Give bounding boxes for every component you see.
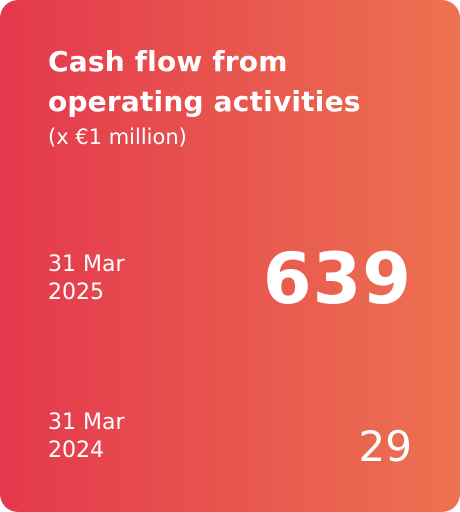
unit-label: (x €1 million) — [48, 125, 187, 149]
current-period-year: 2025 — [48, 280, 104, 305]
card-title: Cash flow from operating activities — [48, 42, 428, 122]
prior-period-date: 31 Mar 2024 — [48, 409, 125, 465]
current-period-date: 31 Mar 2025 — [48, 251, 125, 307]
card-title-line-1: Cash flow from — [48, 45, 288, 78]
prior-period-year: 2024 — [48, 438, 104, 463]
card-title-line-2: operating activities — [48, 85, 361, 118]
prior-period-value: 29 — [358, 422, 412, 471]
current-period-day-month: 31 Mar — [48, 252, 125, 277]
prior-period-day-month: 31 Mar — [48, 410, 125, 435]
current-period-value: 639 — [262, 238, 412, 320]
